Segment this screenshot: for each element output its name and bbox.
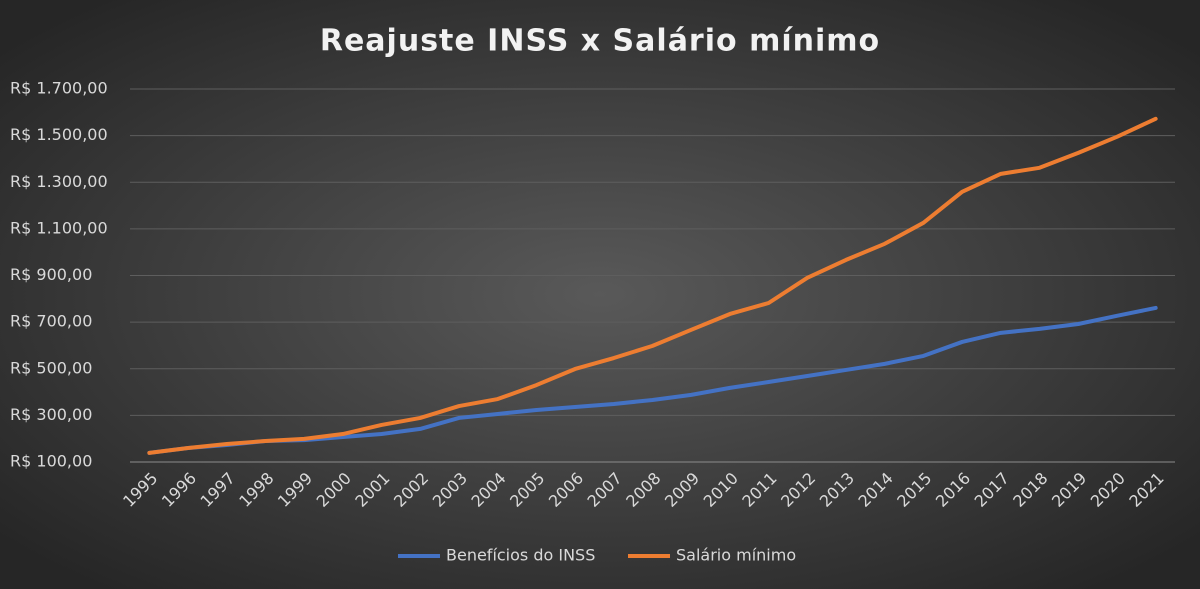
y-tick-label: R$ 700,00: [10, 312, 92, 331]
series-line: [147, 116, 1158, 455]
y-tick-label: R$ 1.300,00: [10, 172, 108, 191]
legend-label: Salário mínimo: [676, 546, 796, 565]
y-tick-label: R$ 900,00: [10, 265, 92, 284]
y-tick-label: R$ 500,00: [10, 358, 92, 377]
chart-title: Reajuste INSS x Salário mínimo: [320, 24, 880, 59]
y-tick-label: R$ 1.700,00: [10, 79, 108, 98]
y-tick-label: R$ 300,00: [10, 405, 92, 424]
legend-label: Benefícios do INSS: [446, 546, 595, 565]
y-tick-label: R$ 1.100,00: [10, 218, 108, 237]
y-tick-label: R$ 1.500,00: [10, 125, 108, 144]
y-tick-label: R$ 100,00: [10, 452, 92, 471]
